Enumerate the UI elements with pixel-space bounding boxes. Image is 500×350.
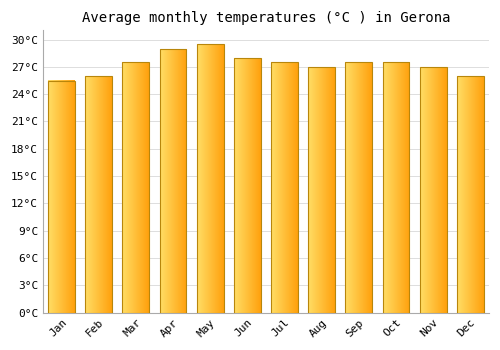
Title: Average monthly temperatures (°C ) in Gerona: Average monthly temperatures (°C ) in Ge… — [82, 11, 450, 25]
